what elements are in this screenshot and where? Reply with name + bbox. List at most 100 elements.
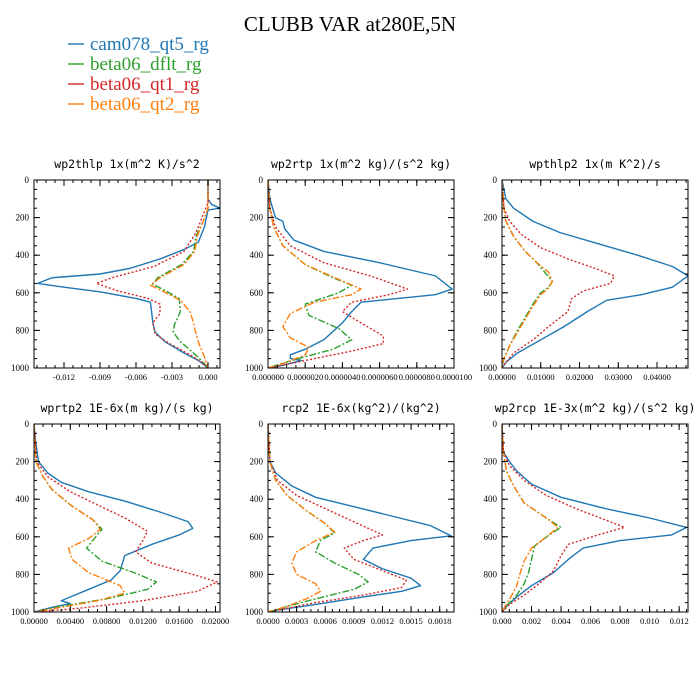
- x-tick-label: 0.00000: [20, 616, 48, 626]
- legend-label: beta06_dflt_rg: [90, 54, 202, 75]
- chart-panel: wprtp2 1E-6x(m kg)/(s kg) 0.00000 0.00400 0…: [11, 401, 229, 626]
- legend: cam078_qt5_rgbeta06_dflt_rgbeta06_qt1_rg…: [68, 34, 209, 115]
- chart-panel: wp2thlp 1x(m^2 K)/s^2 -0.012 -0.009 -0.006 -…: [11, 157, 221, 382]
- x-tick-label: 0.00000: [488, 372, 516, 382]
- legend-label: beta06_qt1_rg: [90, 74, 200, 95]
- x-tick-label: 0.0000040: [324, 372, 360, 382]
- y-tick-label: 1000: [479, 363, 498, 373]
- y-tick-label: 1000: [479, 607, 498, 617]
- y-tick-label: 400: [16, 494, 30, 504]
- series-line: [268, 180, 362, 368]
- plot-frame: [33, 179, 221, 369]
- y-tick-label: 400: [16, 250, 30, 260]
- legend-entry: beta06_qt2_rg: [68, 94, 200, 115]
- series-group: [36, 180, 220, 368]
- x-tick-label: 0.000: [492, 616, 511, 626]
- x-tick-label: 0.000000: [252, 372, 284, 382]
- series-line: [95, 180, 209, 368]
- legend-entry: cam078_qt5_rg: [68, 34, 209, 55]
- x-tick-label: 0.0000100: [436, 372, 472, 382]
- panel-title: wpthlp2 1x(m K^2)/s: [529, 157, 661, 171]
- x-tick-label: 0.004: [551, 616, 571, 626]
- x-tick-label: 0.002: [522, 616, 541, 626]
- y-tick-label: 600: [16, 288, 30, 298]
- y-tick-label: 200: [16, 213, 30, 223]
- x-tick-label: 0.03000: [604, 372, 632, 382]
- y-tick-label: 200: [250, 213, 264, 223]
- series-line: [34, 424, 218, 612]
- y-tick-label: 400: [250, 250, 264, 260]
- series-line: [36, 180, 220, 368]
- y-tick-label: 600: [484, 532, 498, 542]
- plot-frame: [33, 423, 221, 613]
- plot-frame: [501, 423, 689, 613]
- series-line: [502, 180, 688, 368]
- x-tick-label: 0.01200: [129, 616, 157, 626]
- x-tick-label: 0.02000: [202, 616, 230, 626]
- x-tick-label: 0.0000060: [362, 372, 398, 382]
- y-tick-label: 1000: [11, 363, 30, 373]
- series-line: [268, 424, 408, 612]
- x-tick-label: 0.01600: [165, 616, 193, 626]
- y-tick-label: 200: [484, 213, 498, 223]
- series-line: [502, 180, 554, 368]
- series-line: [502, 180, 616, 368]
- x-tick-label: -0.012: [53, 372, 75, 382]
- chart-panel: wp2rcp 1E-3x(m^2 kg)/(s^2 kg) 0.000 0.002 0…: [479, 401, 695, 626]
- chart-panel: wp2rtp 1x(m^2 kg)/(s^2 kg)0.000000 0.0000…: [245, 157, 472, 382]
- x-tick-label: 0.00800: [93, 616, 121, 626]
- legend-label: cam078_qt5_rg: [90, 34, 209, 55]
- x-tick-label: 0.0006: [314, 616, 337, 626]
- y-tick-label: 800: [250, 325, 264, 335]
- series-line: [268, 424, 452, 612]
- series-group: [502, 180, 688, 368]
- series-line: [268, 180, 453, 368]
- y-tick-label: 200: [16, 457, 30, 467]
- y-tick-label: 1000: [11, 607, 30, 617]
- y-tick-label: 800: [484, 569, 498, 579]
- x-tick-label: 0.0012: [371, 616, 394, 626]
- x-tick-label: 0.008: [611, 616, 630, 626]
- chart-panel: rcp2 1E-6x(kg^2)/(kg^2) 0.0000 0.0003 0.000…: [245, 401, 455, 626]
- legend-label: beta06_qt2_rg: [90, 94, 200, 115]
- series-line: [34, 424, 126, 612]
- series-line: [268, 180, 353, 368]
- x-tick-label: 0.0000080: [399, 372, 435, 382]
- y-tick-label: 600: [250, 288, 264, 298]
- x-tick-label: -0.003: [161, 372, 183, 382]
- series-line: [502, 424, 688, 612]
- panel-grid: wp2thlp 1x(m^2 K)/s^2 -0.012 -0.009 -0.006 -…: [11, 157, 695, 626]
- series-line: [502, 424, 562, 612]
- y-tick-label: 600: [16, 532, 30, 542]
- y-tick-label: 200: [250, 457, 264, 467]
- x-tick-label: 0.012: [670, 616, 689, 626]
- x-tick-label: 0.010: [640, 616, 659, 626]
- series-line: [152, 180, 209, 368]
- plot-frame: [267, 423, 455, 613]
- x-tick-label: 0.000: [198, 372, 217, 382]
- series-line: [502, 180, 554, 368]
- x-tick-label: 0.00400: [56, 616, 84, 626]
- x-tick-label: 0.04000: [643, 372, 671, 382]
- x-tick-label: 0.0000020: [287, 372, 323, 382]
- y-tick-label: 800: [484, 325, 498, 335]
- series-group: [268, 424, 452, 612]
- legend-entry: beta06_qt1_rg: [68, 74, 200, 95]
- y-tick-label: 0: [259, 175, 264, 185]
- x-tick-label: 0.0015: [399, 616, 422, 626]
- y-tick-label: 0: [25, 175, 30, 185]
- series-line: [149, 180, 209, 368]
- x-tick-label: -0.006: [125, 372, 147, 382]
- series-group: [34, 424, 218, 612]
- plot-frame: [501, 179, 689, 369]
- y-tick-label: 0: [493, 419, 498, 429]
- series-line: [502, 424, 559, 612]
- y-tick-label: 400: [250, 494, 264, 504]
- series-line: [34, 424, 158, 612]
- figure-title: CLUBB VAR at280E,5N: [244, 12, 456, 36]
- panel-title: wprtp2 1E-6x(m kg)/(s kg): [40, 401, 213, 415]
- series-line: [34, 424, 194, 612]
- x-tick-label: 0.0003: [285, 616, 308, 626]
- series-group: [268, 180, 453, 368]
